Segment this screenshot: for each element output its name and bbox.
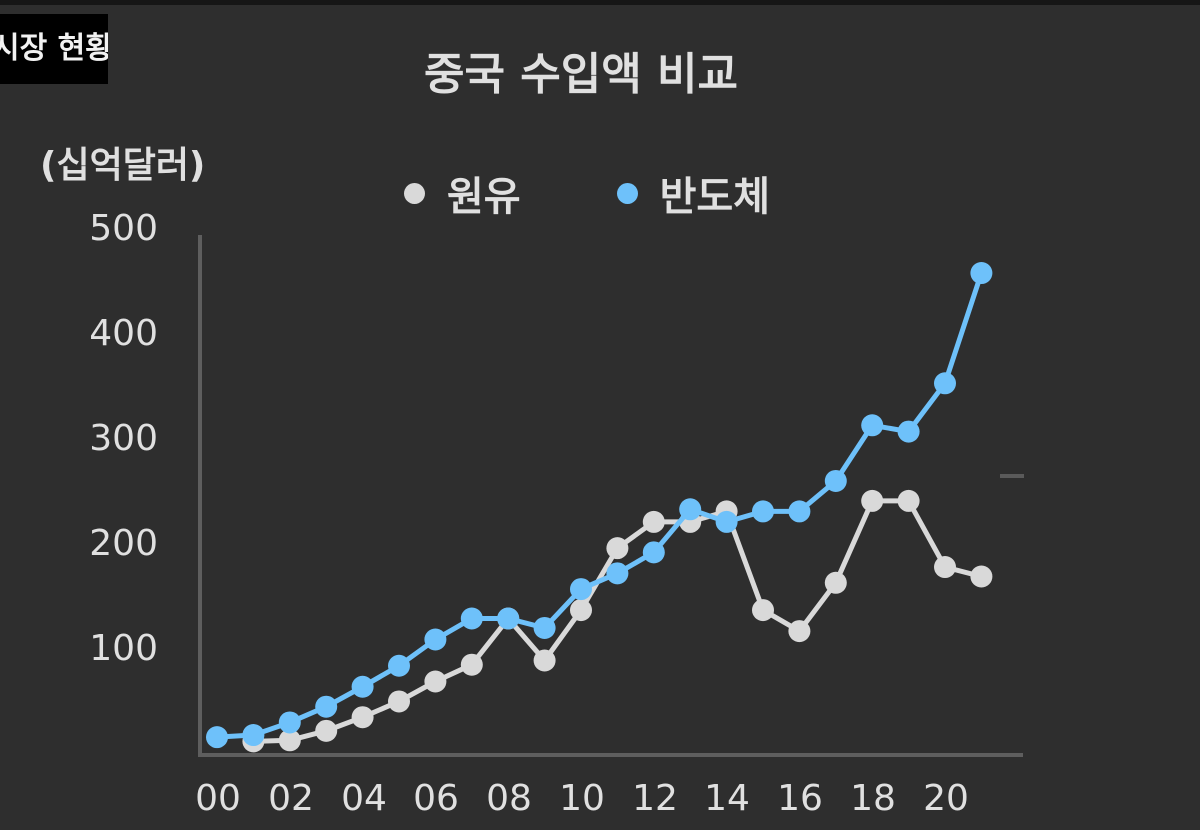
data-point [861, 489, 884, 512]
y-tick-label: 100 [89, 628, 158, 669]
data-point [934, 372, 956, 395]
x-tick-label: 02 [268, 778, 314, 819]
y-axis-unit-label: (십억달러) [40, 145, 206, 186]
x-tick-label: 16 [777, 778, 823, 819]
data-point [788, 620, 811, 643]
data-point [788, 500, 811, 523]
y-tick-label: 200 [89, 523, 158, 564]
data-point [897, 420, 920, 443]
series-line [216, 272, 984, 740]
x-tick-label: 18 [850, 778, 896, 819]
data-point [897, 489, 920, 512]
x-tick-label: 14 [704, 778, 750, 819]
x-tick-label: 00 [195, 778, 241, 819]
data-point [570, 578, 592, 601]
top-strip [0, 0, 1200, 5]
data-point [460, 653, 483, 676]
data-point [861, 414, 884, 437]
x-tick-label: 08 [486, 778, 532, 819]
series-layer [206, 262, 993, 753]
data-point [388, 654, 410, 677]
data-point [388, 690, 410, 713]
data-point [642, 541, 665, 564]
data-point [570, 599, 592, 622]
x-tick-label: 20 [923, 778, 969, 819]
scrollbar-thumb[interactable] [1000, 474, 1024, 478]
data-point [278, 729, 301, 752]
y-tick-label: 500 [89, 208, 158, 249]
data-point [533, 616, 556, 639]
section-tag-label: 시장 현황 [0, 31, 108, 66]
data-point [970, 262, 993, 285]
legend-dot-icon [404, 182, 425, 204]
legend-label: 반도체 [659, 174, 771, 220]
legend-dot-icon [616, 182, 638, 204]
x-tick-label: 06 [413, 778, 459, 819]
data-point [424, 670, 447, 693]
data-point [715, 510, 738, 533]
x-tick-label: 12 [632, 778, 678, 819]
data-point [824, 571, 847, 594]
data-point [606, 562, 629, 585]
x-tick-label: 10 [559, 778, 605, 819]
series-crude-oil [242, 489, 993, 753]
series-semiconductor [206, 262, 993, 749]
data-point [497, 607, 520, 630]
legend-item-crude-oil: 원유 [404, 164, 521, 222]
data-point [460, 607, 483, 630]
data-point [679, 498, 702, 521]
legend: 원유 반도체 [404, 164, 866, 222]
x-tick-label: 04 [341, 778, 387, 819]
section-tag: 시장 현황 [0, 14, 108, 84]
y-tick-label: 400 [89, 313, 158, 354]
series-line [253, 498, 983, 744]
data-point [315, 719, 338, 742]
data-point [642, 510, 665, 533]
data-point [752, 599, 774, 622]
data-point [315, 695, 338, 718]
data-point [242, 724, 265, 747]
data-point [424, 628, 447, 651]
y-tick-label: 300 [89, 418, 158, 459]
data-point [351, 706, 374, 729]
data-point [351, 675, 374, 698]
data-point [752, 500, 774, 523]
data-point [824, 469, 847, 492]
data-point [934, 556, 956, 579]
data-point [533, 649, 556, 672]
data-point [206, 726, 228, 749]
data-point [970, 565, 993, 588]
legend-item-semiconductor: 반도체 [616, 164, 771, 222]
legend-label: 원유 [447, 174, 521, 220]
data-point [606, 537, 629, 560]
chart-title: 중국 수입액 비교 [424, 49, 738, 100]
data-point [278, 711, 301, 734]
